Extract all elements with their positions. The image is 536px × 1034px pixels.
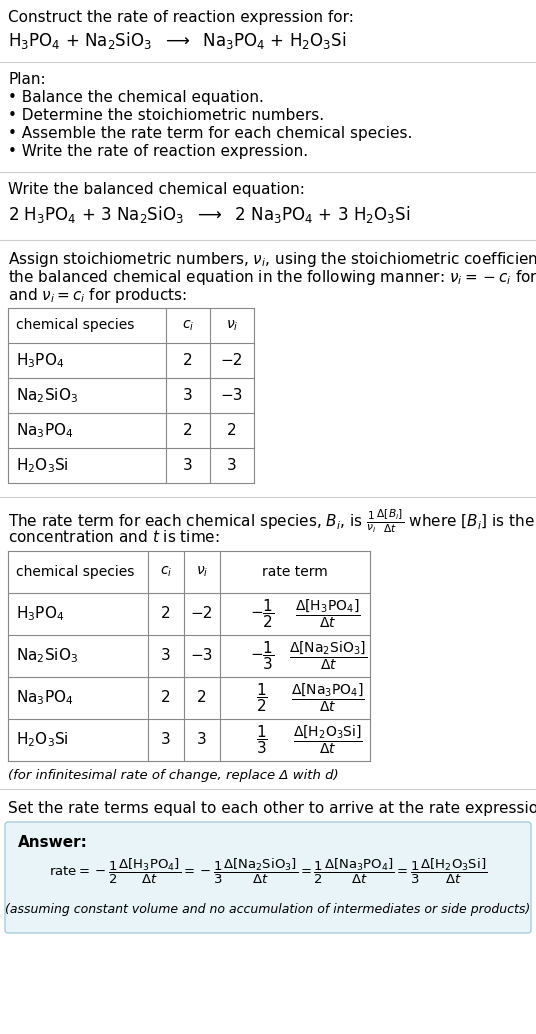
- Text: Plan:: Plan:: [8, 72, 46, 87]
- Text: $\dfrac{\Delta[\mathregular{Na_3PO_4}]}{\Delta t}$: $\dfrac{\Delta[\mathregular{Na_3PO_4}]}{…: [291, 681, 365, 714]
- Text: Assign stoichiometric numbers, $\nu_i$, using the stoichiometric coefficients, $: Assign stoichiometric numbers, $\nu_i$, …: [8, 250, 536, 269]
- Text: $\dfrac{1}{3}$: $\dfrac{1}{3}$: [256, 724, 268, 757]
- Text: rate term: rate term: [262, 565, 328, 579]
- Text: −3: −3: [191, 648, 213, 664]
- Text: concentration and $t$ is time:: concentration and $t$ is time:: [8, 529, 220, 545]
- Text: −3: −3: [221, 388, 243, 403]
- Text: $\mathregular{H_2O_3Si}$: $\mathregular{H_2O_3Si}$: [16, 456, 69, 475]
- Text: −2: −2: [191, 607, 213, 621]
- Text: 2: 2: [161, 691, 171, 705]
- Text: $-\dfrac{1}{3}$: $-\dfrac{1}{3}$: [250, 640, 274, 672]
- Text: 2: 2: [183, 423, 193, 438]
- Text: 2: 2: [227, 423, 237, 438]
- Text: (for infinitesimal rate of change, replace Δ with d): (for infinitesimal rate of change, repla…: [8, 769, 339, 782]
- Text: 3: 3: [183, 458, 193, 473]
- Text: $\dfrac{\Delta[\mathregular{H_2O_3Si}]}{\Delta t}$: $\dfrac{\Delta[\mathregular{H_2O_3Si}]}{…: [293, 724, 363, 756]
- Text: chemical species: chemical species: [16, 565, 135, 579]
- Text: $\mathregular{Na_2SiO_3}$: $\mathregular{Na_2SiO_3}$: [16, 646, 78, 665]
- Text: 3: 3: [197, 732, 207, 748]
- Text: • Write the rate of reaction expression.: • Write the rate of reaction expression.: [8, 144, 308, 159]
- Text: Set the rate terms equal to each other to arrive at the rate expression:: Set the rate terms equal to each other t…: [8, 801, 536, 816]
- Text: 2: 2: [161, 607, 171, 621]
- Text: 2: 2: [183, 353, 193, 368]
- Text: $-\dfrac{1}{2}$: $-\dfrac{1}{2}$: [250, 598, 274, 631]
- Text: −2: −2: [221, 353, 243, 368]
- Text: Answer:: Answer:: [18, 835, 88, 850]
- Text: $\nu_i$: $\nu_i$: [196, 565, 208, 579]
- FancyBboxPatch shape: [5, 822, 531, 933]
- Text: the balanced chemical equation in the following manner: $\nu_i = -c_i$ for react: the balanced chemical equation in the fo…: [8, 268, 536, 287]
- Text: and $\nu_i = c_i$ for products:: and $\nu_i = c_i$ for products:: [8, 286, 187, 305]
- Text: 3: 3: [161, 648, 171, 664]
- Text: $c_i$: $c_i$: [182, 318, 194, 333]
- Text: $\mathregular{2\ H_3PO_4}$ $+$ $\mathregular{3\ Na_2SiO_3}$  $\longrightarrow$  : $\mathregular{2\ H_3PO_4}$ $+$ $\mathreg…: [8, 204, 411, 225]
- Text: $\mathregular{Na_2SiO_3}$: $\mathregular{Na_2SiO_3}$: [16, 386, 78, 405]
- Text: $c_i$: $c_i$: [160, 565, 172, 579]
- Text: $\mathregular{H_3PO_4}$ $+$ $\mathregular{Na_2SiO_3}$  $\longrightarrow$  $\math: $\mathregular{H_3PO_4}$ $+$ $\mathregula…: [8, 30, 347, 51]
- Text: $\nu_i$: $\nu_i$: [226, 318, 238, 333]
- Text: 3: 3: [227, 458, 237, 473]
- Text: $\mathregular{H_3PO_4}$: $\mathregular{H_3PO_4}$: [16, 605, 64, 624]
- Text: $\mathregular{Na_3PO_4}$: $\mathregular{Na_3PO_4}$: [16, 421, 73, 439]
- Text: 3: 3: [161, 732, 171, 748]
- Text: The rate term for each chemical species, $B_i$, is $\frac{1}{\nu_i}\frac{\Delta[: The rate term for each chemical species,…: [8, 507, 536, 535]
- Text: $\dfrac{1}{2}$: $\dfrac{1}{2}$: [256, 681, 268, 714]
- Text: (assuming constant volume and no accumulation of intermediates or side products): (assuming constant volume and no accumul…: [5, 903, 531, 916]
- Text: Construct the rate of reaction expression for:: Construct the rate of reaction expressio…: [8, 10, 354, 25]
- Text: $\mathrm{rate} = -\dfrac{1}{2}\dfrac{\Delta[\mathrm{H_3PO_4}]}{\Delta t} = -\dfr: $\mathrm{rate} = -\dfrac{1}{2}\dfrac{\De…: [49, 857, 487, 886]
- Text: • Balance the chemical equation.: • Balance the chemical equation.: [8, 90, 264, 105]
- Text: $\mathregular{H_3PO_4}$: $\mathregular{H_3PO_4}$: [16, 352, 64, 370]
- Text: $\dfrac{\Delta[\mathregular{Na_2SiO_3}]}{\Delta t}$: $\dfrac{\Delta[\mathregular{Na_2SiO_3}]}…: [289, 640, 367, 672]
- Text: $\mathregular{H_2O_3Si}$: $\mathregular{H_2O_3Si}$: [16, 731, 69, 750]
- Text: • Assemble the rate term for each chemical species.: • Assemble the rate term for each chemic…: [8, 126, 412, 141]
- Text: $\dfrac{\Delta[\mathregular{H_3PO_4}]}{\Delta t}$: $\dfrac{\Delta[\mathregular{H_3PO_4}]}{\…: [295, 598, 361, 630]
- Text: Write the balanced chemical equation:: Write the balanced chemical equation:: [8, 182, 305, 197]
- Text: • Determine the stoichiometric numbers.: • Determine the stoichiometric numbers.: [8, 108, 324, 123]
- Text: $\mathregular{Na_3PO_4}$: $\mathregular{Na_3PO_4}$: [16, 689, 73, 707]
- Text: 3: 3: [183, 388, 193, 403]
- Text: chemical species: chemical species: [16, 318, 135, 333]
- Text: 2: 2: [197, 691, 207, 705]
